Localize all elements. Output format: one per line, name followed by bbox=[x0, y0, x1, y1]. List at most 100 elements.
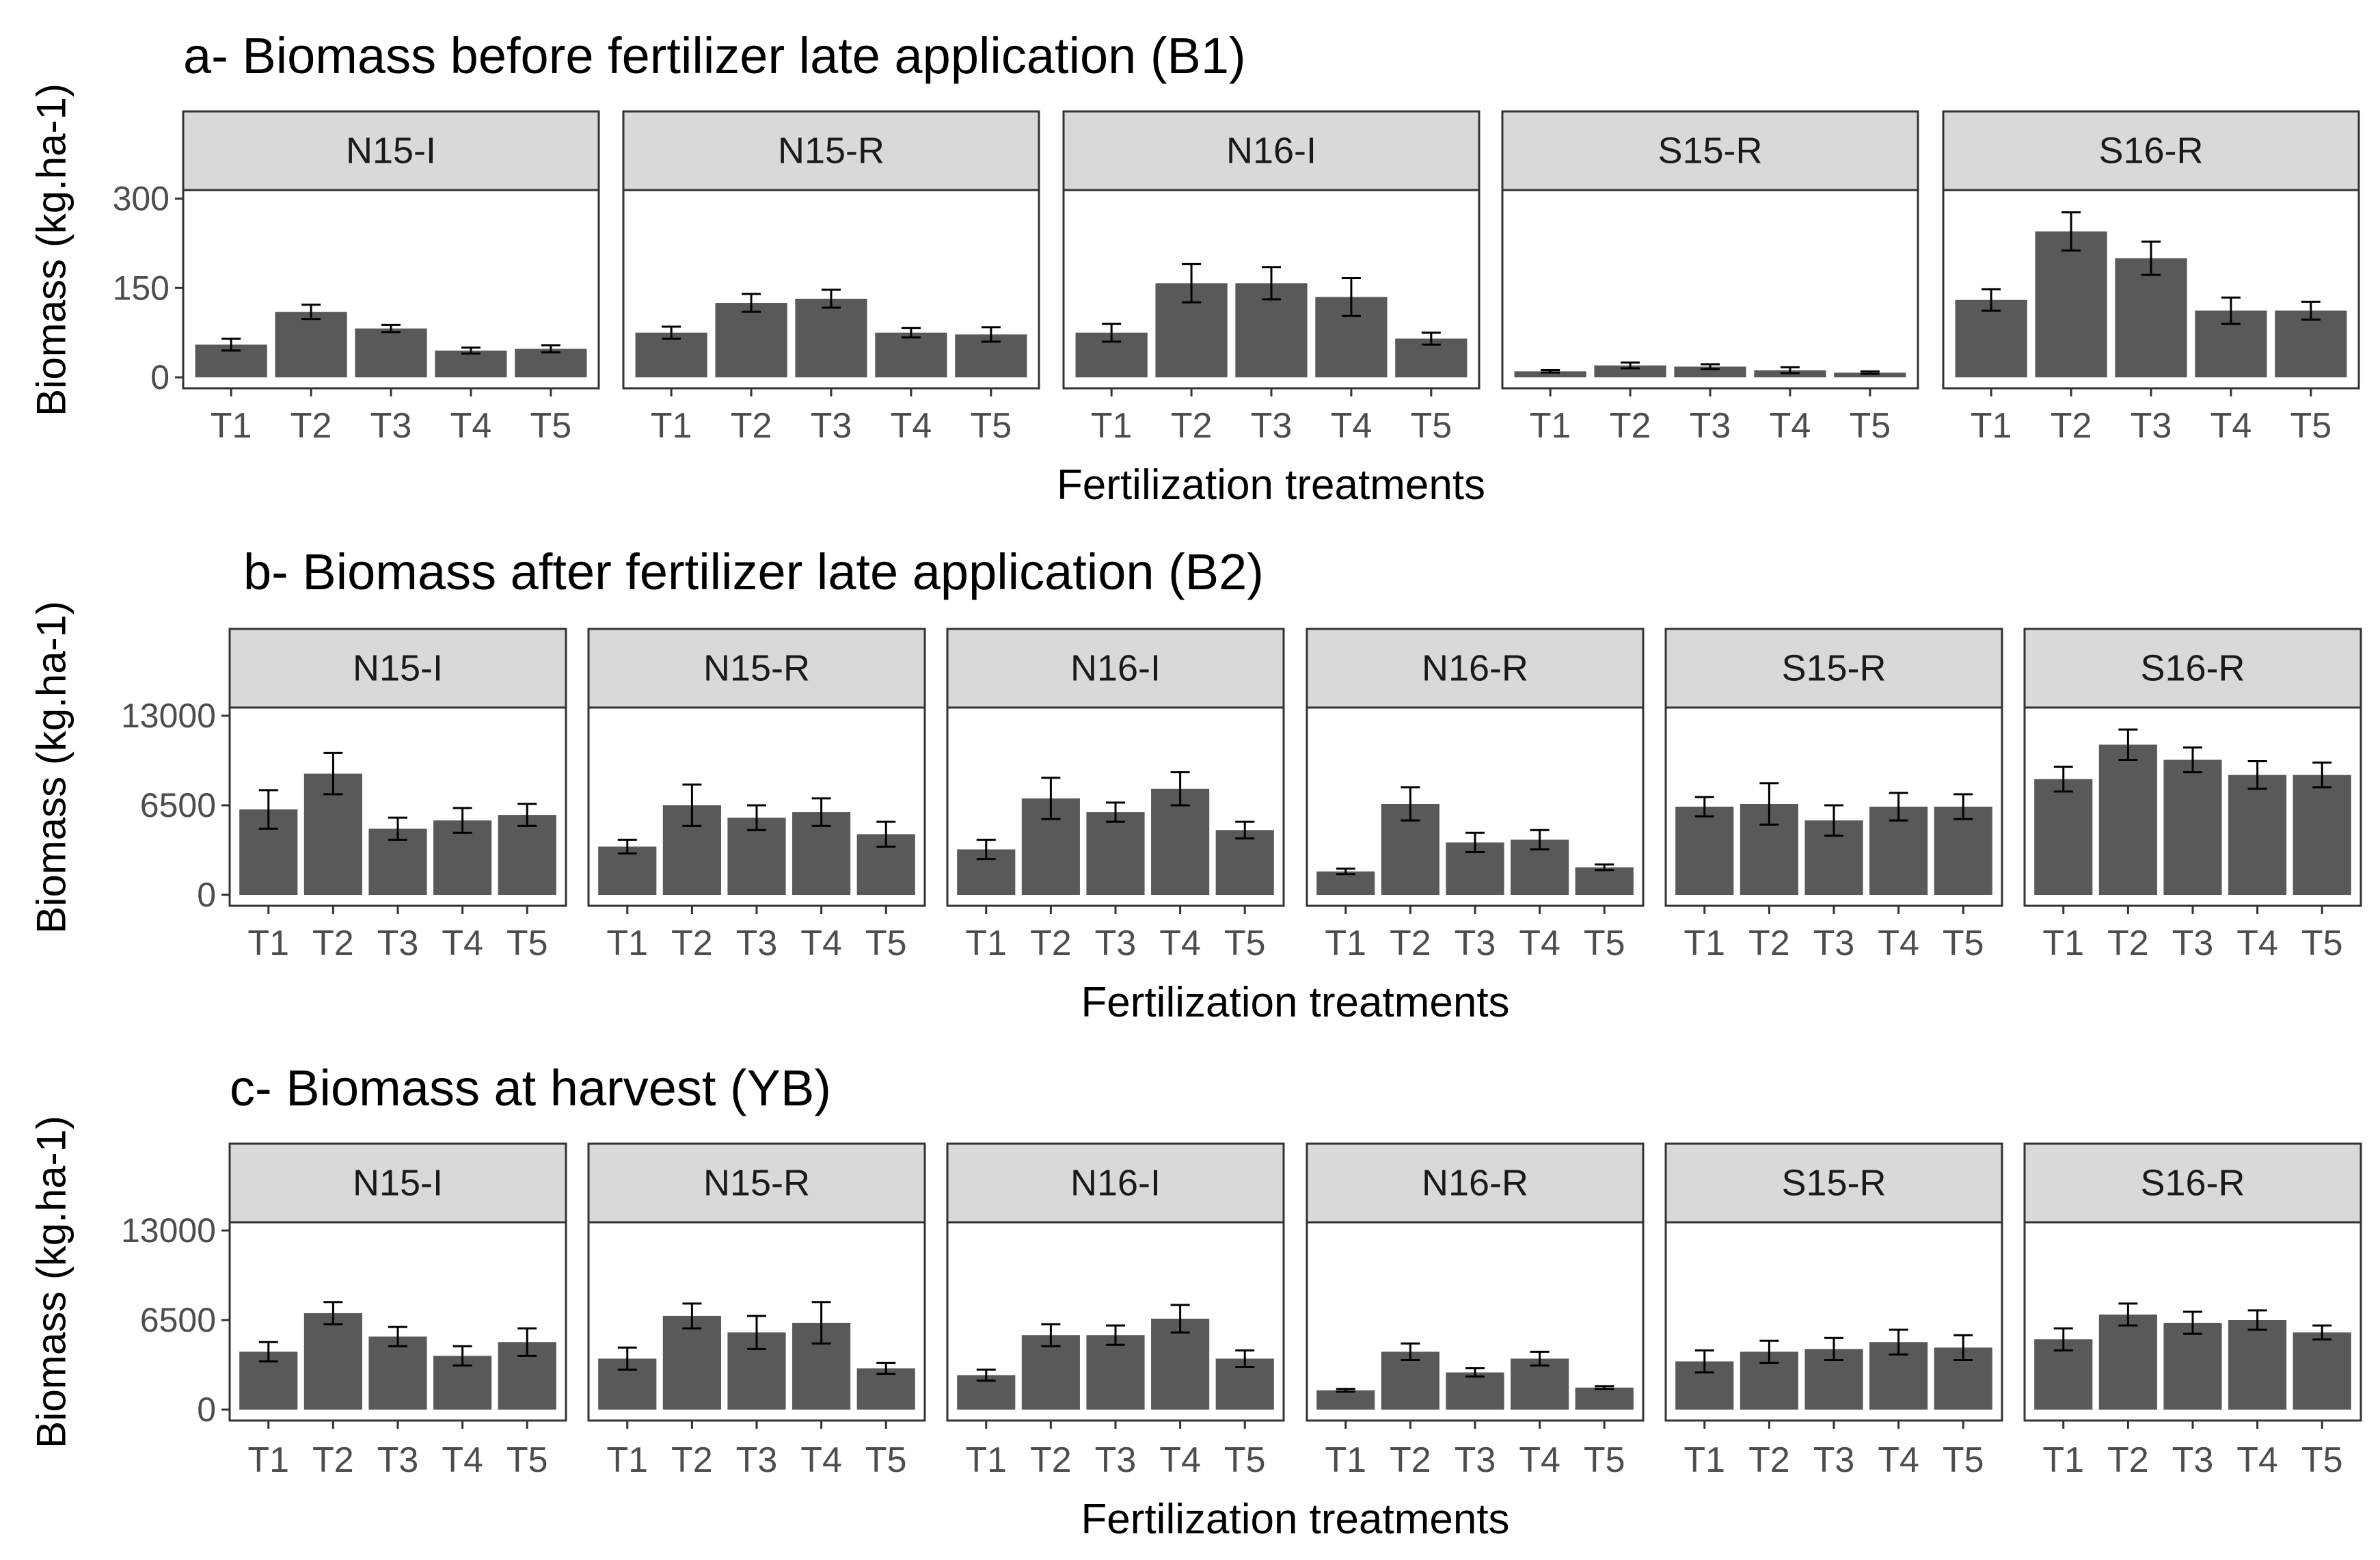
y-tick-label: 0 bbox=[197, 876, 216, 914]
panel-border bbox=[1664, 706, 2003, 907]
x-tick-label: T2 bbox=[2107, 1440, 2149, 1480]
x-tick-label: T5 bbox=[865, 1440, 907, 1480]
bar-N16-I-T5 bbox=[1215, 830, 1274, 895]
x-tick-label: T5 bbox=[971, 406, 1012, 446]
bar-N15-R-T2 bbox=[715, 303, 787, 377]
x-tick-label: T5 bbox=[1943, 1440, 1984, 1480]
facet-strip bbox=[1664, 628, 2003, 709]
bar-S15-R-T5 bbox=[1834, 373, 1906, 377]
bar-N16-R-T5 bbox=[1575, 1387, 1634, 1410]
x-tick-label: T5 bbox=[865, 924, 907, 963]
bar-S15-R-T3 bbox=[1674, 366, 1746, 377]
panel-border bbox=[587, 706, 926, 907]
bar-N15-I-T3 bbox=[368, 1336, 427, 1410]
bar-S16-R-T3 bbox=[2163, 759, 2222, 895]
panel-border bbox=[1306, 1221, 1645, 1422]
x-tick-label: T2 bbox=[312, 924, 354, 963]
x-tick-label: T4 bbox=[800, 1440, 842, 1480]
bar-S16-R-T4 bbox=[2228, 775, 2287, 895]
panel-border bbox=[1306, 706, 1645, 907]
x-tick-label: T1 bbox=[1325, 924, 1366, 963]
facet-strip-label: S15-R bbox=[1781, 1163, 1886, 1204]
chart-title: b- Biomass after fertilizer late applica… bbox=[243, 543, 1264, 600]
facet-strip-label: S15-R bbox=[1781, 648, 1886, 689]
facet-strip bbox=[946, 628, 1285, 709]
bar-N15-R-T1 bbox=[635, 332, 707, 377]
panel-border bbox=[182, 189, 600, 390]
x-tick-label: T2 bbox=[312, 1440, 354, 1480]
facet-strip-label: N15-I bbox=[346, 131, 436, 172]
x-tick-label: T2 bbox=[671, 1440, 713, 1480]
y-tick-label: 300 bbox=[113, 180, 170, 218]
x-tick-label: T5 bbox=[1584, 1440, 1625, 1480]
x-tick-label: T1 bbox=[247, 1440, 289, 1480]
bar-S16-R-T2 bbox=[2098, 1314, 2157, 1410]
x-tick-label: T2 bbox=[731, 406, 772, 446]
facet-strip bbox=[228, 628, 567, 709]
bar-S15-R-T2 bbox=[1594, 365, 1666, 377]
x-tick-label: T4 bbox=[891, 406, 932, 446]
x-tick-label: T2 bbox=[2051, 406, 2092, 446]
x-tick-label: T4 bbox=[1159, 1440, 1201, 1480]
facet-strip-label: N15-R bbox=[778, 131, 884, 172]
chart-title: a- Biomass before fertilizer late applic… bbox=[183, 27, 1246, 84]
y-tick-label: 6500 bbox=[140, 786, 216, 824]
facet-strip bbox=[2023, 628, 2362, 709]
bar-S15-R-T1 bbox=[1514, 371, 1586, 377]
x-tick-label: T2 bbox=[1748, 1440, 1790, 1480]
bar-S16-R-T3 bbox=[2115, 258, 2187, 377]
x-tick-label: T1 bbox=[606, 924, 648, 963]
bar-S15-R-T5 bbox=[1934, 807, 1992, 895]
x-tick-label: T3 bbox=[1455, 924, 1496, 963]
bar-S16-R-T2 bbox=[2035, 231, 2107, 377]
facet-strip-label: S16-R bbox=[2098, 131, 2203, 172]
bar-N16-R-T2 bbox=[1381, 1351, 1439, 1410]
y-axis-label: Biomass (kg.ha-1) bbox=[29, 1116, 75, 1449]
x-tick-label: T3 bbox=[736, 1440, 778, 1480]
y-axis-label: Biomass (kg.ha-1) bbox=[29, 601, 75, 934]
panel-border bbox=[946, 1221, 1285, 1422]
bar-N16-I-T2 bbox=[1021, 1335, 1080, 1410]
bar-N16-R-T3 bbox=[1446, 1372, 1504, 1410]
x-tick-label: T1 bbox=[1971, 406, 2012, 446]
x-tick-label: T1 bbox=[1683, 924, 1725, 963]
facet-strip-label: N16-I bbox=[1070, 1163, 1161, 1204]
panel-border bbox=[2023, 706, 2362, 907]
facet-strip bbox=[1306, 628, 1645, 709]
bar-N15-I-T3 bbox=[355, 328, 427, 377]
y-axis-label: Biomass (kg.ha-1) bbox=[29, 83, 75, 416]
x-tick-label: T5 bbox=[2301, 1440, 2343, 1480]
bar-N15-R-T1 bbox=[598, 846, 657, 895]
x-tick-label: T5 bbox=[1224, 924, 1266, 963]
x-tick-label: T4 bbox=[800, 924, 842, 963]
x-tick-label: T3 bbox=[377, 924, 419, 963]
x-tick-label: T1 bbox=[211, 406, 252, 446]
bar-S15-R-T1 bbox=[1675, 807, 1734, 895]
facet-strip-label: N15-R bbox=[703, 648, 810, 689]
bar-S16-R-T5 bbox=[2275, 310, 2347, 377]
x-tick-label: T4 bbox=[450, 406, 492, 446]
x-tick-label: T4 bbox=[442, 1440, 483, 1480]
facet-strip bbox=[587, 628, 926, 709]
bar-N16-I-T3 bbox=[1086, 812, 1145, 895]
bar-N15-R-T2 bbox=[662, 1315, 721, 1410]
x-tick-label: T5 bbox=[506, 924, 548, 963]
x-tick-label: T1 bbox=[651, 406, 692, 446]
bar-N15-I-T4 bbox=[435, 350, 507, 377]
x-tick-label: T4 bbox=[2210, 406, 2252, 446]
x-tick-label: T3 bbox=[1455, 1440, 1496, 1480]
x-tick-label: T1 bbox=[965, 1440, 1007, 1480]
facet-strip-label: N16-I bbox=[1070, 648, 1161, 689]
bar-N15-I-T2 bbox=[303, 1313, 362, 1410]
x-tick-label: T3 bbox=[377, 1440, 419, 1480]
x-tick-label: T5 bbox=[1224, 1440, 1266, 1480]
facet-strip bbox=[1942, 110, 2360, 191]
panel-border bbox=[2023, 1221, 2362, 1422]
x-tick-label: T5 bbox=[506, 1440, 548, 1480]
x-tick-label: T5 bbox=[2301, 924, 2343, 963]
bar-N16-R-T1 bbox=[1316, 871, 1375, 895]
panel-border bbox=[1501, 189, 1919, 390]
facet-strip-label: N16-R bbox=[1422, 648, 1528, 689]
bar-N15-R-T4 bbox=[875, 332, 947, 377]
bar-N16-I-T4 bbox=[1151, 1318, 1210, 1410]
